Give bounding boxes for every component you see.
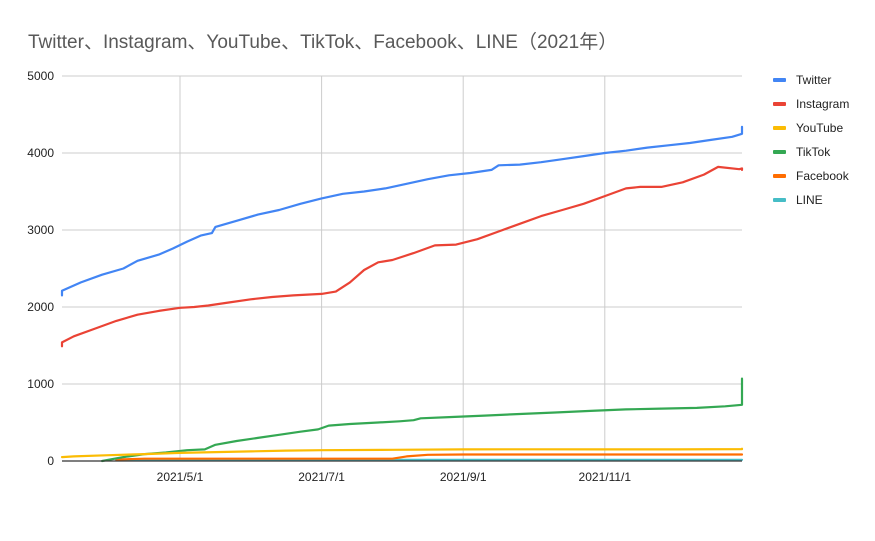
series-line-youtube[interactable] [60, 447, 744, 459]
legend-item-instagram[interactable]: Instagram [773, 92, 849, 116]
y-tick-label: 4000 [27, 146, 54, 160]
x-tick-label: 2021/11/1 [579, 470, 632, 484]
legend-label: YouTube [796, 121, 844, 135]
legend-label: Facebook [796, 169, 849, 183]
legend-swatch-icon [773, 102, 786, 106]
legend-item-tiktok[interactable]: TikTok [773, 140, 849, 164]
series-lines [60, 125, 744, 463]
chart-title: Twitter、Instagram、YouTube、TikTok、Faceboo… [28, 32, 618, 53]
x-tick-label: 2021/7/1 [298, 470, 345, 484]
series-line-instagram[interactable] [60, 165, 744, 348]
legend: Twitter Instagram YouTube TikTok Faceboo… [773, 68, 849, 212]
y-tick-label: 0 [47, 454, 54, 468]
series-line-tiktok[interactable] [100, 377, 744, 463]
legend-swatch-icon [773, 78, 786, 82]
legend-swatch-icon [773, 150, 786, 154]
legend-item-facebook[interactable]: Facebook [773, 164, 849, 188]
series-line-twitter[interactable] [60, 125, 744, 297]
legend-item-line[interactable]: LINE [773, 188, 849, 212]
y-tick-label: 3000 [27, 223, 54, 237]
legend-item-youtube[interactable]: YouTube [773, 116, 849, 140]
legend-label: Instagram [796, 97, 850, 111]
legend-swatch-icon [773, 126, 786, 130]
legend-label: TikTok [796, 145, 831, 159]
y-tick-label: 5000 [27, 69, 54, 83]
y-axis-labels: 0 1000 2000 3000 4000 5000 [27, 69, 54, 468]
legend-swatch-icon [773, 174, 786, 178]
series-line-facebook[interactable] [115, 453, 744, 461]
y-tick-label: 2000 [27, 300, 54, 314]
legend-label: Twitter [796, 73, 832, 87]
legend-label: LINE [796, 193, 823, 207]
gridlines [62, 75, 742, 461]
x-axis-labels: 2021/5/1 2021/7/1 2021/9/1 2021/11/1 [157, 470, 632, 484]
legend-item-twitter[interactable]: Twitter [773, 68, 849, 92]
legend-swatch-icon [773, 198, 786, 202]
y-tick-label: 1000 [27, 377, 54, 391]
x-tick-label: 2021/5/1 [157, 470, 204, 484]
x-tick-label: 2021/9/1 [440, 470, 487, 484]
